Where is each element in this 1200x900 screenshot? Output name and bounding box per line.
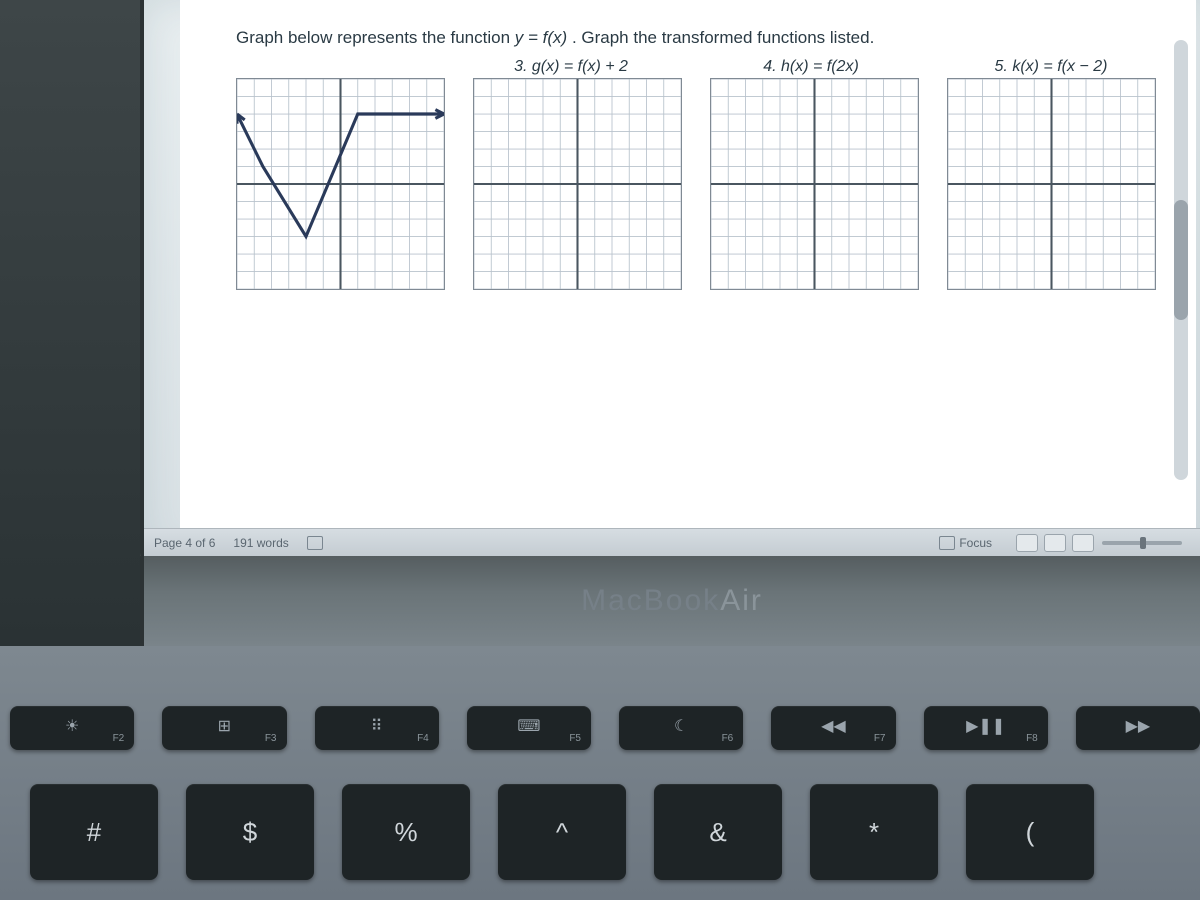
fn-key-icon: ⊞ <box>218 719 231 735</box>
view-print-button[interactable] <box>1044 534 1066 552</box>
fn-key-label: F4 <box>417 733 429 744</box>
num-key-*[interactable]: * <box>810 784 938 880</box>
brand-macbook: MacBook <box>581 584 720 618</box>
fn-key-icon: ⠿ <box>371 719 383 735</box>
num-key-$[interactable]: $ <box>186 784 314 880</box>
document-canvas: Graph below represents the function y = … <box>180 0 1196 528</box>
fn-key-F8[interactable]: ▶❚❚ F8 <box>924 706 1048 750</box>
fn-key-F7[interactable]: ◀◀ F7 <box>771 706 895 750</box>
eq-label-4: 4. h(x) = f(2x) <box>706 58 916 76</box>
graph-original <box>236 78 445 290</box>
num-key-^[interactable]: ^ <box>498 784 626 880</box>
status-bar: Page 4 of 6 191 words Focus <box>144 528 1200 556</box>
fn-key-icon: ☾ <box>674 719 688 735</box>
fn-key-F5[interactable]: ⌨ F5 <box>467 706 591 750</box>
brand-air: Air <box>720 584 763 618</box>
graph-row <box>236 78 1156 290</box>
graph-h <box>710 78 919 290</box>
status-words[interactable]: 191 words <box>233 536 288 550</box>
num-key-&[interactable]: & <box>654 784 782 880</box>
screen: Graph below represents the function y = … <box>140 0 1200 560</box>
focus-label: Focus <box>959 536 992 550</box>
num-key-#[interactable]: # <box>30 784 158 880</box>
num-key-%[interactable]: % <box>342 784 470 880</box>
focus-icon <box>939 536 955 550</box>
fn-key-row: ☀ F2 ⊞ F3 ⠿ F4 ⌨ F5 ☾ F6 ◀◀ F7 ▶❚❚ F8 ▶▶ <box>10 706 1200 750</box>
graph-g <box>473 78 682 290</box>
fn-key-icon: ▶▶ <box>1126 719 1151 735</box>
graph-g-svg <box>474 79 681 289</box>
num-key-symbol: ( <box>1026 817 1035 848</box>
fn-key-label: F6 <box>722 733 734 744</box>
fn-key-icon: ☀ <box>65 719 79 735</box>
fn-key-F3[interactable]: ⊞ F3 <box>162 706 286 750</box>
prompt-pre: Graph below represents the function <box>236 28 515 47</box>
status-lang-icon[interactable] <box>307 536 323 550</box>
fn-key-icon: ⌨ <box>517 719 540 735</box>
prompt-post: . Graph the transformed functions listed… <box>572 28 874 47</box>
num-key-symbol: $ <box>243 817 257 848</box>
fn-key-label: F5 <box>569 733 581 744</box>
num-key-symbol: # <box>87 817 101 848</box>
fn-key-F6[interactable]: ☾ F6 <box>619 706 743 750</box>
eq-label-3: 3. g(x) = f(x) + 2 <box>466 58 676 76</box>
fn-key-icon: ◀◀ <box>821 719 846 735</box>
fn-key-label: F8 <box>1026 733 1038 744</box>
fn-key-f7[interactable]: ▶▶ <box>1076 706 1200 750</box>
fn-key-label: F3 <box>265 733 277 744</box>
zoom-thumb[interactable] <box>1140 537 1146 549</box>
num-key-([interactable]: ( <box>966 784 1094 880</box>
num-key-symbol: % <box>394 817 417 848</box>
laptop-brand: MacBook Air <box>140 556 1200 646</box>
graph-h-svg <box>711 79 918 289</box>
graph-k-svg <box>948 79 1155 289</box>
num-key-symbol: ^ <box>556 817 568 848</box>
status-page[interactable]: Page 4 of 6 <box>154 536 215 550</box>
fn-key-label: F2 <box>113 733 125 744</box>
desk-left-shadow <box>0 0 140 646</box>
focus-button[interactable]: Focus <box>939 536 992 550</box>
scrollbar-thumb[interactable] <box>1174 200 1188 320</box>
fn-key-F4[interactable]: ⠿ F4 <box>315 706 439 750</box>
number-key-row: # $% ^ & * ( <box>30 784 1200 880</box>
graph-original-svg <box>237 79 444 289</box>
num-key-symbol: * <box>869 817 879 848</box>
prompt-text: Graph below represents the function y = … <box>236 28 1156 48</box>
fn-key-icon: ▶❚❚ <box>966 719 1005 735</box>
eq-label-5: 5. k(x) = f(x − 2) <box>946 58 1156 76</box>
num-key-symbol: & <box>709 817 726 848</box>
prompt-eq: y = f(x) <box>515 28 567 47</box>
graph-k <box>947 78 1156 290</box>
view-web-button[interactable] <box>1072 534 1094 552</box>
equation-labels: 3. g(x) = f(x) + 2 4. h(x) = f(2x) 5. k(… <box>466 58 1156 76</box>
keyboard: ☀ F2 ⊞ F3 ⠿ F4 ⌨ F5 ☾ F6 ◀◀ F7 ▶❚❚ F8 ▶▶ # $% ^ & * ( <box>0 646 1200 900</box>
zoom-slider[interactable] <box>1102 541 1182 545</box>
fn-key-F2[interactable]: ☀ F2 <box>10 706 134 750</box>
fn-key-label: F7 <box>874 733 886 744</box>
view-read-button[interactable] <box>1016 534 1038 552</box>
